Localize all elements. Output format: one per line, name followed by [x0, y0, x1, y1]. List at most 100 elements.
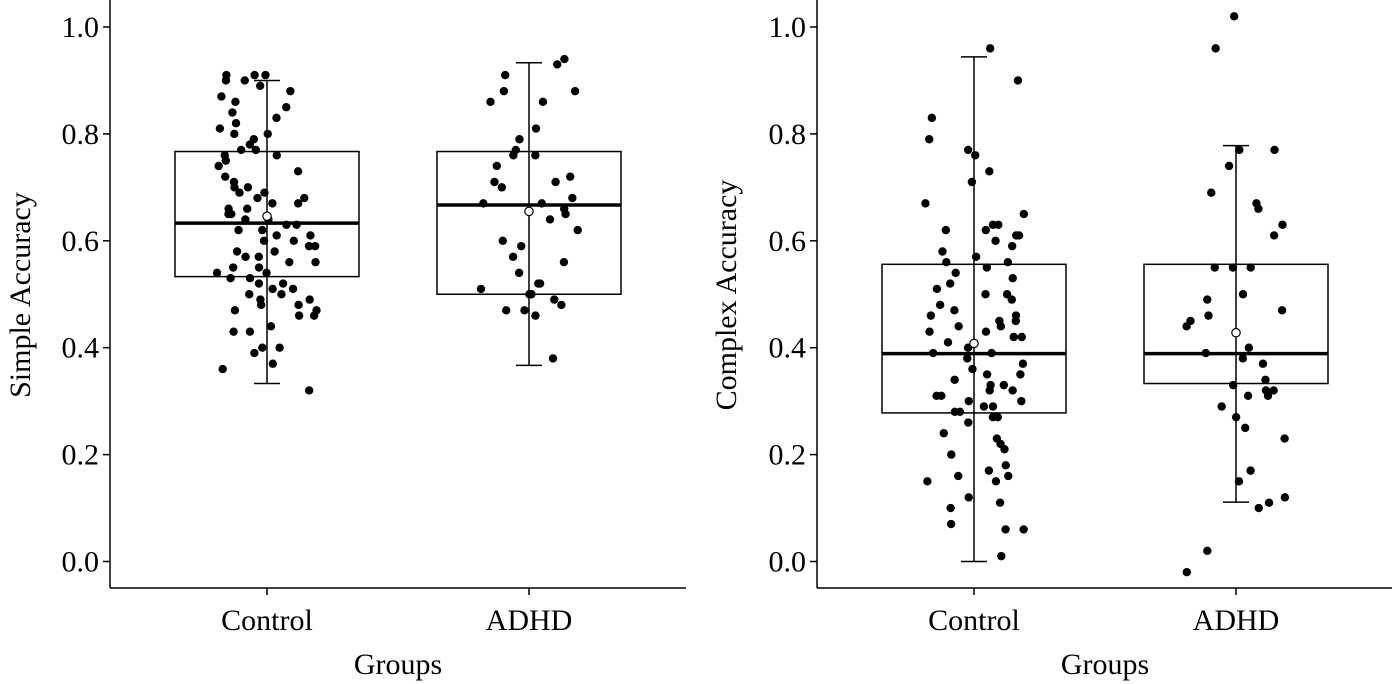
data-point [925, 327, 934, 336]
mean-marker [524, 206, 534, 217]
data-point [991, 236, 1000, 245]
data-point [268, 359, 278, 368]
data-point [263, 129, 272, 139]
data-point [221, 172, 230, 181]
data-point [1278, 220, 1287, 229]
data-point [1277, 306, 1287, 315]
data-point [249, 135, 258, 144]
data-point [226, 274, 235, 283]
data-point [1246, 466, 1255, 475]
data-point [520, 306, 529, 315]
data-point [941, 225, 951, 235]
data-point [963, 354, 972, 363]
data-point [954, 471, 963, 481]
y-axis-title: Complex Accuracy [710, 180, 743, 411]
data-point [275, 343, 284, 352]
data-point [486, 97, 495, 107]
data-point [508, 252, 518, 262]
data-point [1013, 76, 1023, 85]
data-point [517, 241, 526, 251]
data-point [955, 407, 965, 417]
x-tick-label: ADHD [1193, 604, 1280, 637]
data-point [228, 108, 237, 117]
data-point [234, 225, 243, 235]
data-point [545, 215, 555, 224]
data-point [997, 551, 1006, 561]
y-tick-label: 0.2 [769, 439, 807, 472]
data-point [1235, 145, 1244, 155]
data-point [311, 257, 320, 267]
x-axis-title: Groups [354, 648, 442, 681]
data-point [511, 145, 520, 155]
data-point [964, 396, 973, 406]
data-point [946, 503, 955, 513]
y-tick-label: 1.0 [769, 11, 807, 44]
data-point [214, 161, 223, 171]
data-point [982, 263, 992, 272]
data-point [548, 354, 558, 363]
y-tick-label: 0.6 [62, 225, 100, 258]
data-point [240, 76, 249, 85]
data-point [985, 167, 994, 176]
data-point [1019, 525, 1028, 534]
data-point [312, 306, 321, 315]
data-point [981, 290, 990, 299]
data-point [215, 124, 225, 133]
data-point [268, 284, 277, 294]
data-point [212, 268, 222, 278]
data-point [946, 519, 956, 529]
data-point [1229, 12, 1239, 21]
data-point [492, 161, 501, 171]
data-point [1269, 231, 1279, 240]
data-point [250, 348, 259, 358]
data-point [1228, 380, 1238, 390]
data-point [272, 113, 281, 123]
data-point [286, 86, 295, 96]
data-point [987, 348, 996, 358]
data-point [230, 306, 240, 315]
data-point [253, 193, 262, 203]
data-point [1017, 332, 1026, 342]
data-point [306, 231, 315, 240]
data-point [305, 295, 314, 304]
data-point [245, 290, 254, 299]
data-point [531, 124, 541, 133]
data-point [994, 220, 1003, 229]
data-point [1007, 241, 1017, 251]
data-point [1008, 274, 1017, 283]
data-point [232, 247, 242, 256]
data-point [1269, 386, 1278, 395]
data-point [1017, 396, 1026, 406]
x-tick-label: ADHD [486, 604, 573, 637]
data-point [568, 193, 577, 203]
data-point [270, 247, 279, 256]
data-point [1008, 386, 1017, 395]
data-point [229, 177, 239, 187]
data-point [1252, 199, 1261, 208]
data-point [1001, 461, 1010, 470]
data-point [1014, 231, 1024, 240]
data-point [251, 145, 261, 155]
data-point [243, 183, 253, 192]
data-point [964, 493, 973, 502]
data-point [1207, 188, 1216, 197]
data-point [1261, 386, 1271, 395]
data-point [304, 241, 314, 251]
iqr-box [881, 263, 1067, 414]
data-point [245, 274, 255, 283]
data-point [254, 279, 264, 288]
data-point [1186, 316, 1195, 326]
data-point [932, 284, 942, 294]
data-point [988, 402, 998, 411]
data-point [971, 151, 980, 160]
data-point [923, 477, 932, 486]
data-point [1258, 359, 1268, 368]
panel-1: 0.0 0.2 0.4 0.6 0.8 1.0 Simple Accuracy Groups C… [4, 0, 686, 681]
data-point [272, 231, 281, 240]
data-point [559, 257, 569, 267]
data-point [224, 204, 233, 213]
data-point [310, 241, 320, 251]
data-point [553, 60, 562, 69]
data-point [986, 380, 995, 390]
